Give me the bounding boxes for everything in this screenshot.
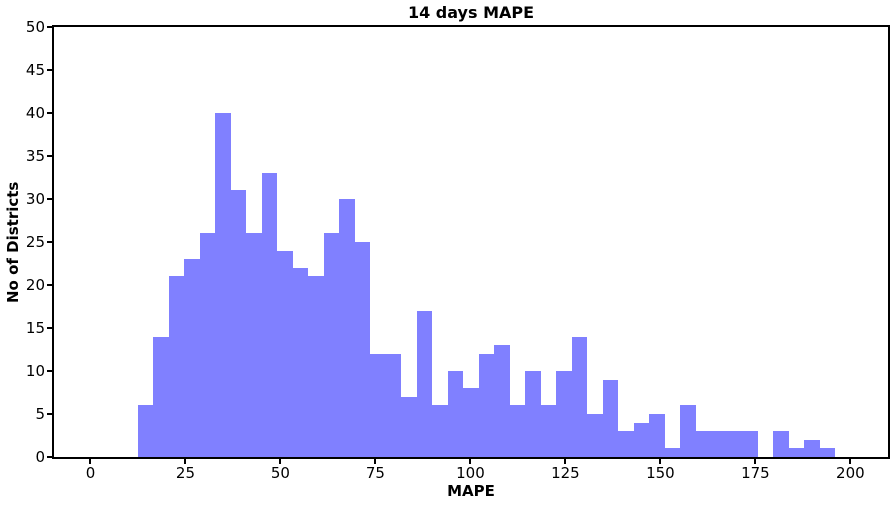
- histogram-bar: [726, 431, 743, 457]
- x-tick-label: 100: [456, 464, 485, 482]
- y-tick-label: 15: [25, 319, 45, 337]
- x-tick-label: 75: [365, 464, 385, 482]
- y-tick-mark: [47, 456, 52, 458]
- histogram-bar: [571, 336, 588, 457]
- y-tick-mark: [47, 327, 52, 329]
- histogram-bar: [525, 371, 541, 457]
- x-tick-label: 50: [270, 464, 290, 482]
- histogram-bar: [215, 113, 231, 457]
- x-tick-mark: [564, 459, 567, 464]
- histogram-bar: [339, 199, 355, 457]
- histogram-bar: [463, 388, 479, 457]
- y-tick-mark: [47, 198, 52, 200]
- histogram-bar: [416, 310, 433, 457]
- y-tick-label: 25: [25, 233, 45, 251]
- histogram-bar: [370, 353, 386, 457]
- histogram-bar: [494, 345, 510, 457]
- histogram-bar: [184, 259, 200, 457]
- histogram-bar: [432, 405, 448, 457]
- histogram-bar: [401, 396, 417, 457]
- y-tick-mark: [47, 413, 52, 415]
- histogram-bar: [168, 276, 185, 457]
- x-axis-label: MAPE: [447, 482, 495, 500]
- histogram-bar: [819, 448, 836, 457]
- histogram-bar: [587, 414, 603, 457]
- histogram-bar: [246, 233, 262, 457]
- y-tick-mark: [47, 69, 52, 71]
- histogram-bar: [788, 448, 805, 457]
- histogram-bar: [711, 431, 727, 457]
- y-tick-label: 20: [25, 276, 45, 294]
- histogram-bar: [230, 190, 247, 457]
- y-tick-mark: [47, 370, 52, 372]
- x-tick-mark: [659, 459, 662, 464]
- y-tick-mark: [47, 241, 52, 243]
- histogram-bar: [664, 448, 681, 457]
- y-tick-label: 40: [25, 104, 45, 122]
- x-tick-label: 200: [836, 464, 865, 482]
- histogram-bar: [261, 173, 278, 457]
- histogram-bar: [354, 242, 371, 457]
- histogram-bar: [773, 431, 789, 457]
- histogram-bar: [649, 414, 665, 457]
- x-tick-mark: [849, 459, 852, 464]
- y-tick-label: 30: [25, 190, 45, 208]
- histogram-bar: [618, 431, 634, 457]
- x-tick-label: 25: [175, 464, 195, 482]
- histogram-bar: [292, 267, 309, 457]
- histogram-bar: [323, 233, 340, 457]
- histogram-bar: [308, 276, 324, 457]
- histogram-bar: [556, 371, 572, 457]
- histogram-bar: [385, 353, 402, 457]
- histogram-bar: [277, 250, 293, 457]
- x-tick-label: 175: [741, 464, 770, 482]
- chart-title: 14 days MAPE: [407, 3, 535, 22]
- x-tick-label: 150: [646, 464, 675, 482]
- plot-area: [52, 25, 890, 459]
- histogram-bar: [153, 336, 169, 457]
- histogram-bar: [742, 431, 758, 457]
- x-tick-mark: [184, 459, 187, 464]
- histogram-bar: [447, 371, 464, 457]
- y-tick-label: 45: [25, 61, 45, 79]
- histogram-bar: [804, 439, 820, 457]
- x-tick-mark: [279, 459, 282, 464]
- histogram-bar: [478, 353, 495, 457]
- y-tick-mark: [47, 112, 52, 114]
- histogram-bar: [633, 422, 650, 457]
- x-tick-mark: [754, 459, 757, 464]
- histogram-bar: [680, 405, 696, 457]
- histogram-bars-container: [54, 27, 888, 457]
- y-tick-mark: [47, 284, 52, 286]
- x-tick-mark: [374, 459, 377, 464]
- x-tick-label: 0: [85, 464, 96, 482]
- histogram-bar: [540, 405, 557, 457]
- y-tick-label: 10: [25, 362, 45, 380]
- y-tick-mark: [47, 26, 52, 28]
- y-tick-label: 0: [35, 448, 45, 466]
- histogram-bar: [695, 431, 712, 457]
- y-tick-label: 5: [35, 405, 45, 423]
- y-tick-label: 35: [25, 147, 45, 165]
- y-tick-mark: [47, 155, 52, 157]
- histogram-bar: [509, 405, 526, 457]
- x-tick-mark: [469, 459, 472, 464]
- x-tick-mark: [89, 459, 92, 464]
- y-axis-label: No of Districts: [4, 181, 22, 303]
- x-tick-label: 125: [551, 464, 580, 482]
- histogram-bar: [199, 233, 216, 457]
- histogram-bar: [602, 379, 619, 457]
- y-tick-label: 50: [25, 18, 45, 36]
- histogram-bar: [137, 405, 154, 457]
